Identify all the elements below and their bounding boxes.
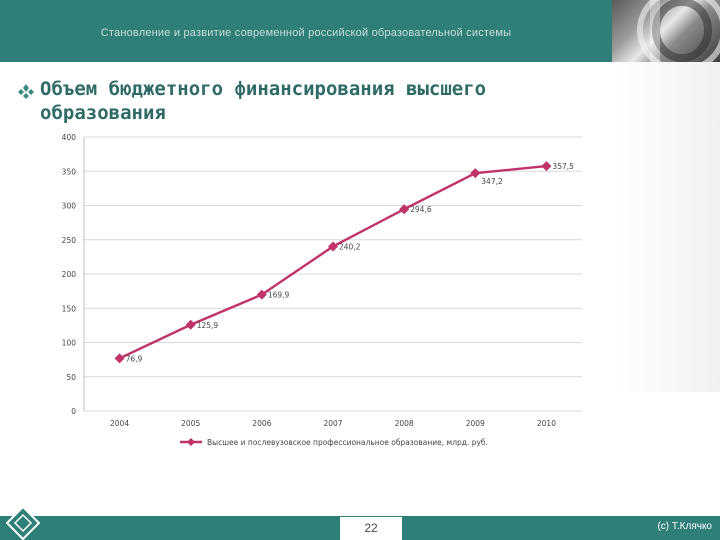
data-label: 347,2: [481, 177, 503, 186]
data-point: [256, 289, 267, 300]
page-number: 22: [340, 517, 402, 540]
side-decoration: [612, 62, 720, 392]
x-tick-label: 2007: [323, 419, 342, 428]
x-tick-label: 2009: [466, 419, 485, 428]
y-tick-label: 200: [62, 270, 77, 279]
y-tick-label: 50: [66, 373, 76, 382]
y-tick-label: 400: [62, 133, 77, 142]
x-tick-label: 2005: [181, 419, 200, 428]
logo-image: [612, 0, 720, 62]
copyright-text: (с) Т.Клячко: [657, 521, 712, 532]
series-line: [119, 164, 547, 360]
x-tick-label: 2008: [395, 419, 414, 428]
data-label: 169,9: [268, 291, 290, 300]
slide-heading: Объем бюджетного финансирования высшего …: [40, 78, 487, 124]
x-tick-label: 2006: [252, 419, 271, 428]
y-tick-label: 100: [62, 339, 77, 348]
diamond-bullet-icon: [18, 84, 34, 99]
data-label: 240,2: [339, 242, 361, 251]
data-point: [399, 204, 410, 215]
data-label: 76,9: [126, 354, 143, 363]
data-point: [541, 161, 552, 172]
data-point: [185, 319, 196, 330]
diamond-badge-icon: [6, 506, 40, 540]
data-point: [328, 241, 338, 252]
data-label: 294,6: [410, 205, 432, 214]
y-tick-label: 0: [71, 407, 76, 416]
presentation-title: Становление и развитие современной росси…: [100, 27, 512, 39]
x-tick-label: 2004: [110, 419, 129, 428]
y-tick-label: 350: [62, 167, 77, 176]
line-chart: 0 50 100 150 200 250 300 350 400 2004 2005 2006 200…: [62, 133, 582, 447]
data-point: [114, 353, 125, 364]
x-tick-label: 2010: [537, 419, 556, 428]
legend-marker: [187, 438, 195, 446]
metal-logo-icon: [637, 0, 720, 62]
data-point: [470, 168, 481, 179]
header-bar: Становление и развитие современной росси…: [0, 0, 612, 62]
legend-label: Высшее и послевузовское профессиональное…: [207, 438, 488, 447]
y-tick-label: 150: [62, 304, 77, 313]
data-label: 125,9: [197, 321, 219, 330]
y-tick-label: 250: [62, 236, 77, 245]
data-label: 357,5: [552, 162, 574, 171]
y-tick-label: 300: [62, 202, 77, 211]
